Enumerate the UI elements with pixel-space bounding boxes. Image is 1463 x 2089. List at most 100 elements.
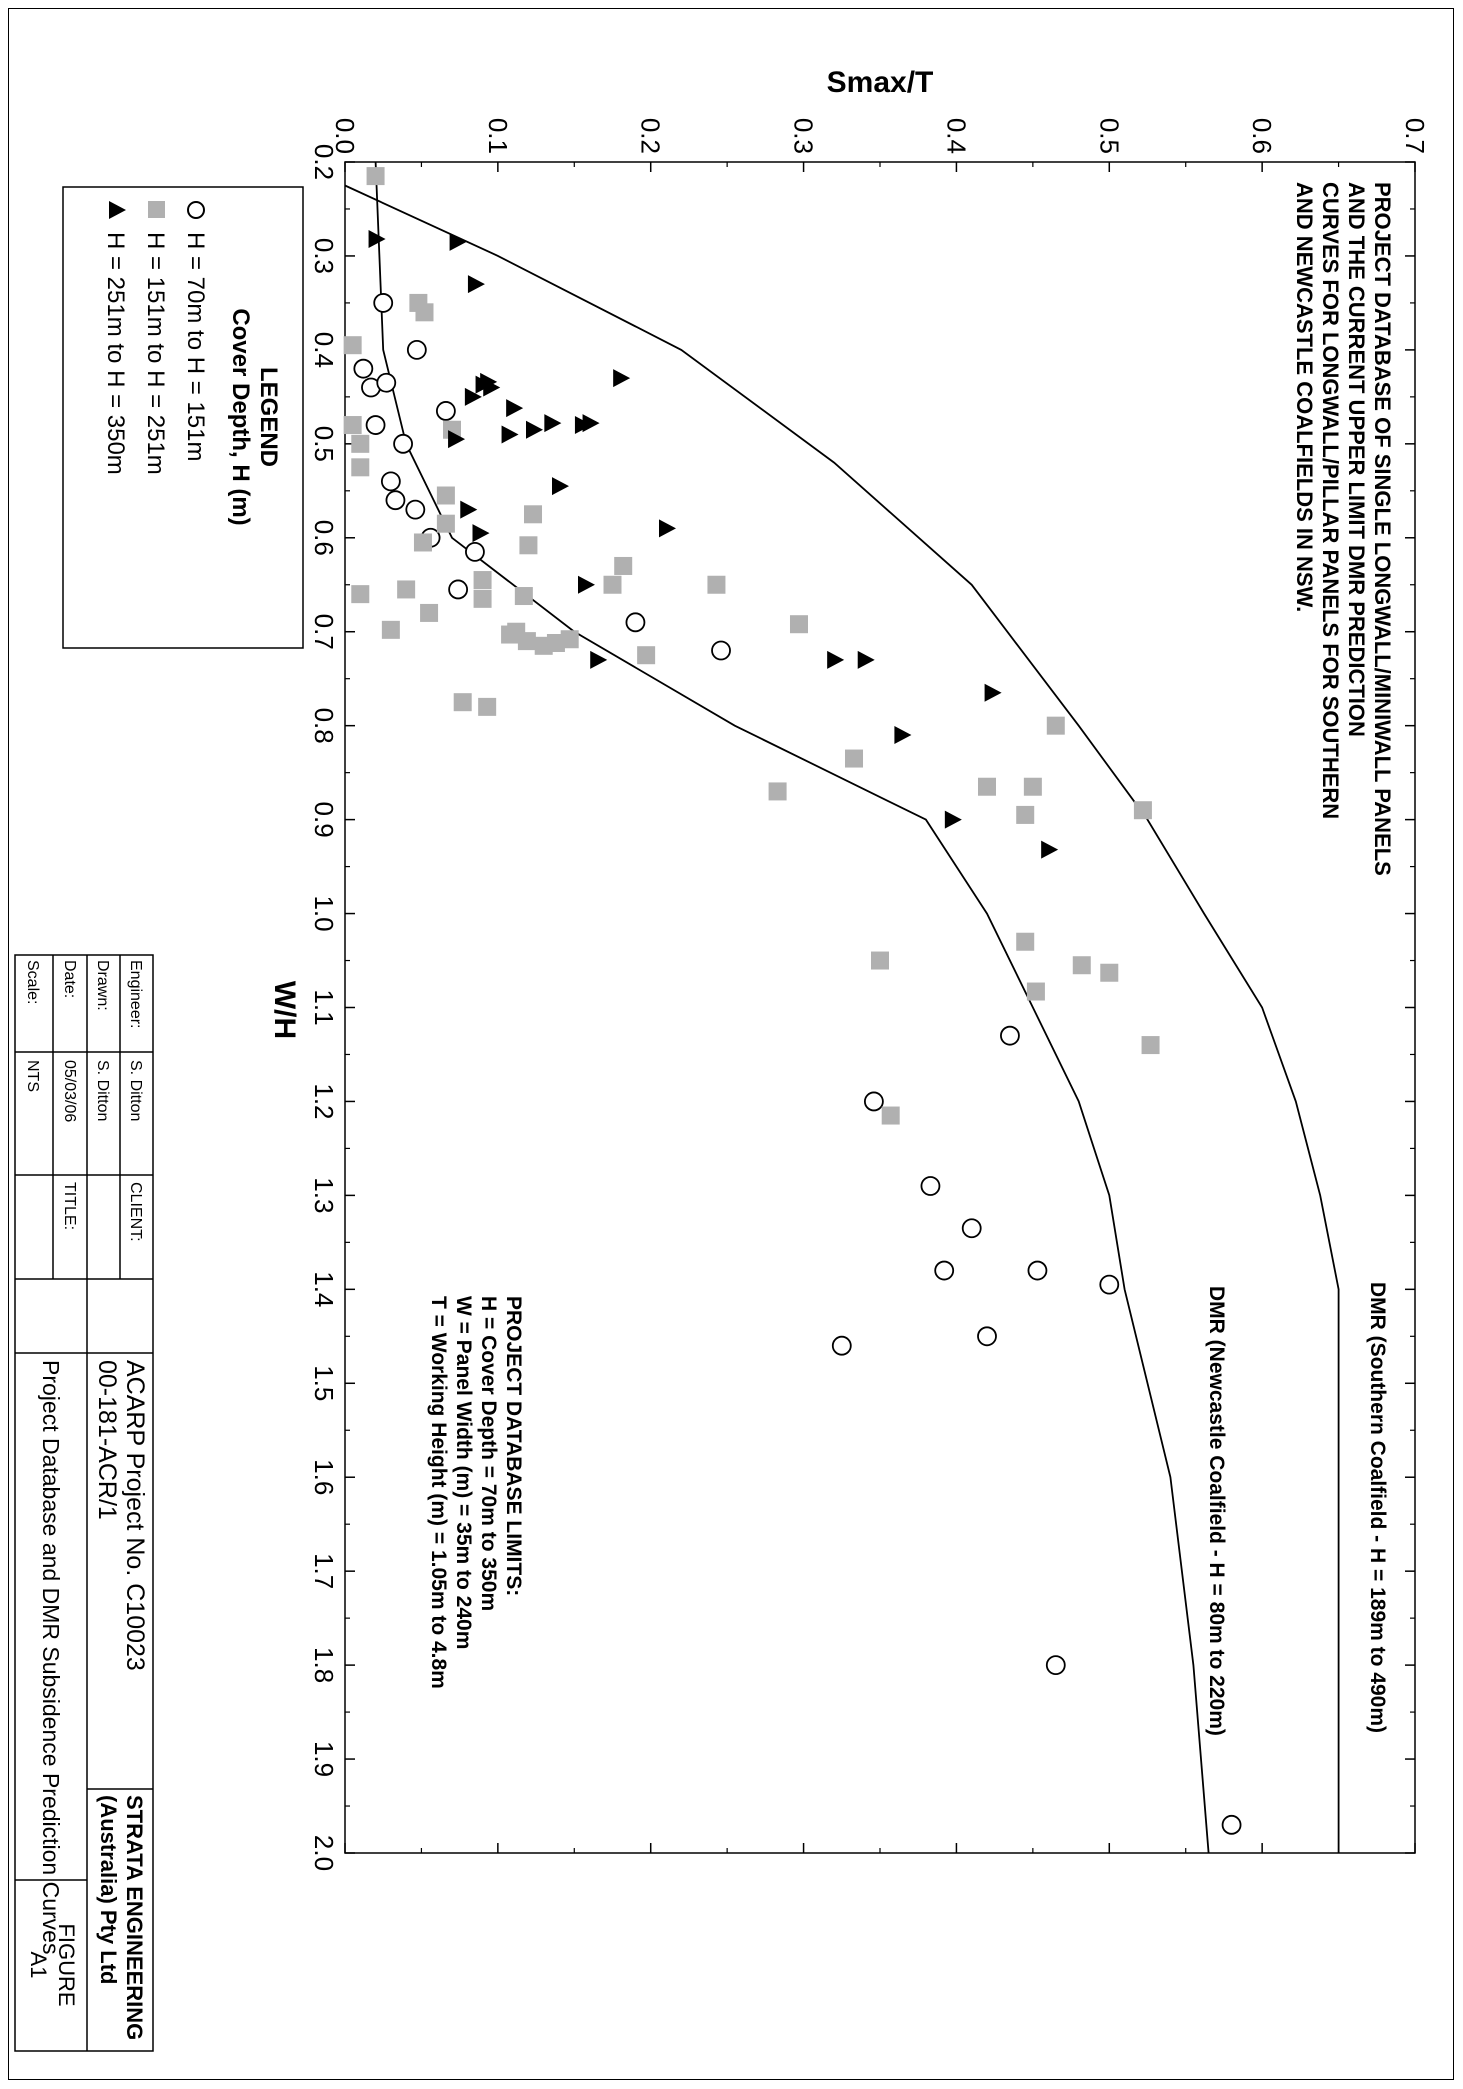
client-line-2: 00-181-ACR/1: [93, 1360, 121, 1520]
data-point-square: [351, 458, 370, 477]
y-tick-label: 0.5: [1094, 118, 1124, 154]
data-point-triangle: [480, 372, 498, 391]
x-tick-label: 1.7: [309, 1553, 339, 1589]
x-tick-label: 1.2: [309, 1083, 339, 1119]
x-tick-label: 0.4: [309, 332, 339, 368]
x-tick-label: 1.9: [309, 1741, 339, 1777]
data-point-triangle: [1041, 840, 1059, 859]
data-point-circle: [1221, 1814, 1242, 1835]
data-point-triangle: [582, 414, 600, 433]
data-point-square: [473, 589, 492, 608]
figure-number: A1: [26, 1952, 51, 1979]
data-point-square: [343, 336, 362, 355]
data-point-square: [436, 514, 455, 533]
data-point-circle: [920, 1176, 941, 1196]
y-tick-label: 0.3: [789, 118, 819, 154]
curves-group: [344, 161, 1340, 1854]
x-tick-label: 0.8: [309, 708, 339, 744]
data-point-triangle: [448, 430, 466, 449]
data-point-square: [707, 575, 726, 594]
x-tick-label: 0.2: [309, 144, 339, 180]
note-line-4: AND NEWCASTLE COALFIELDS IN NSW.: [1292, 182, 1317, 612]
scale-value: NTS: [24, 1060, 41, 1092]
data-point-square: [420, 603, 439, 622]
data-point-circle: [385, 490, 406, 511]
data-point-square: [436, 486, 455, 505]
data-point-triangle: [894, 726, 912, 745]
data-point-square: [845, 749, 864, 768]
legend-triangle-marker: [109, 201, 126, 219]
y-tick-label: 0.7: [1400, 118, 1430, 154]
data-point-square: [881, 1106, 900, 1125]
engineer-label: Engineer:: [127, 960, 144, 1029]
x-tick-label: 1.0: [309, 895, 339, 931]
data-point-square: [768, 782, 787, 801]
data-point-triangle: [467, 275, 485, 294]
data-point-circle: [1027, 1260, 1048, 1281]
data-point-square: [1133, 801, 1152, 820]
drawn-label: Drawn:: [94, 960, 111, 1011]
title-label: TITLE:: [61, 1182, 78, 1230]
data-point-triangle: [472, 524, 490, 543]
engineer-value: S. Ditton: [127, 1060, 144, 1121]
dmr-newcastle-curve: [374, 161, 1210, 1854]
legend: LEGEND Cover Depth, H (m) H = 70m to H =…: [62, 186, 304, 649]
data-point-square: [1026, 982, 1045, 1001]
x-tick-label: 1.3: [309, 1177, 339, 1213]
title-block-frame: [14, 954, 154, 2052]
data-point-square: [381, 620, 400, 639]
data-point-square: [443, 420, 461, 439]
date-label: Date:: [61, 960, 78, 998]
data-point-square: [1100, 963, 1119, 982]
data-point-triangle: [857, 650, 875, 669]
data-point-triangle: [544, 414, 562, 433]
legend-entry-1: H = 70m to H = 151m: [182, 232, 209, 461]
y-tick-label: 0.0: [330, 118, 360, 154]
data-point-square: [1016, 932, 1035, 951]
data-point-circle: [977, 1326, 997, 1347]
legend-entry-2: H = 151m to H = 251m: [142, 232, 169, 475]
data-point-square: [614, 556, 633, 575]
x-tick-label: 1.6: [309, 1459, 339, 1495]
data-point-circle: [961, 1218, 982, 1239]
newcastle-curve-label: DMR (Newcastle Coalfield - H = 80m to 22…: [1205, 1286, 1228, 1736]
data-point-circle: [435, 401, 456, 421]
legend-circle-marker: [187, 201, 205, 219]
x-axis-label: W/H: [268, 981, 301, 1039]
limits-working-height: T = Working Height (m) = 1.05m to 4.8m: [427, 1296, 450, 1689]
x-tick-label: 1.1: [309, 989, 339, 1025]
plot-notes: PROJECT DATABASE OF SINGLE LONGWALL/MINI…: [1292, 182, 1395, 876]
drawing-title: Project Database and DMR Subsidence Pred…: [38, 1360, 64, 1954]
data-point-circle: [365, 415, 386, 435]
data-point-square: [524, 505, 543, 524]
data-point-square: [637, 646, 656, 665]
data-point-square: [478, 697, 497, 716]
data-point-square: [397, 580, 416, 599]
data-point-square: [560, 630, 579, 649]
limits-panel-width: W = Panel Width (m) = 35m to 240m: [452, 1296, 475, 1649]
y-tick-label: 0.1: [483, 118, 513, 154]
data-point-square: [1072, 956, 1091, 975]
data-point-circle: [711, 640, 731, 661]
dmr-southern-curve: [344, 184, 1340, 1853]
company-line-2: (Australia) Pty Ltd: [96, 1795, 121, 1984]
company-line-1: STRATA ENGINEERING: [122, 1795, 147, 2040]
data-point-square: [413, 533, 432, 552]
y-tick-label: 0.6: [1247, 118, 1277, 154]
data-point-square: [603, 575, 622, 594]
data-point-triangle: [552, 477, 569, 496]
y-tick-label: 0.2: [636, 118, 666, 154]
client-line-1: ACARP Project No. C10023: [121, 1360, 149, 1671]
data-point-triangle: [590, 650, 608, 669]
data-point-square: [519, 536, 538, 555]
data-point-square: [453, 693, 472, 712]
data-point-circle: [373, 293, 394, 313]
data-point-circle: [405, 499, 426, 520]
y-tick-label: 0.4: [941, 118, 971, 154]
data-point-triangle: [827, 650, 845, 669]
data-point-circle: [406, 339, 427, 360]
data-point-square: [546, 633, 565, 652]
limits-cover-depth: H = Cover Depth = 70m to 350m: [477, 1296, 500, 1611]
